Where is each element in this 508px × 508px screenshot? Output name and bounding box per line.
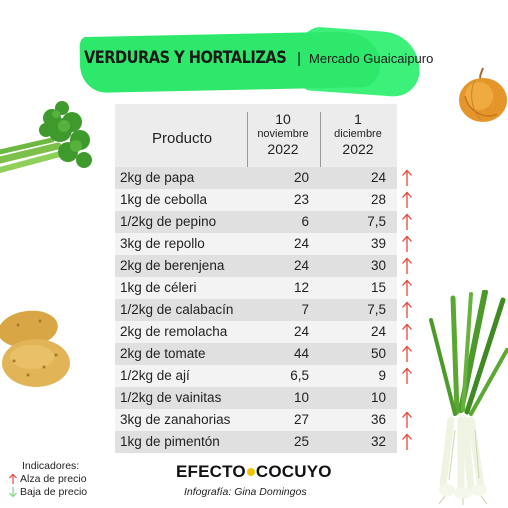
price-date1-cell: 44 bbox=[293, 346, 309, 361]
product-cell: 1kg de céleri bbox=[120, 280, 197, 295]
column-header-product: Producto bbox=[152, 130, 213, 147]
table-row: 1kg de céleri 12 15 bbox=[115, 277, 397, 299]
arrow-up-icon bbox=[402, 301, 412, 318]
product-cell: 1/2kg de calabacín bbox=[120, 302, 234, 317]
arrow-up-icon bbox=[402, 345, 412, 362]
table-row: 3kg de zanahorias 27 36 bbox=[115, 409, 397, 431]
arrow-up-icon bbox=[402, 367, 412, 384]
arrow-up-icon bbox=[402, 235, 412, 252]
brand-logo: EFECTO COCUYO bbox=[176, 462, 332, 482]
price-date1-cell: 24 bbox=[293, 324, 309, 339]
price-date1-cell: 6,5 bbox=[290, 368, 309, 383]
product-cell: 1/2kg de pepino bbox=[120, 214, 217, 229]
price-date2-cell: 7,5 bbox=[367, 302, 386, 317]
price-date2-cell: 32 bbox=[370, 434, 386, 449]
page-title: VERDURAS Y HORTALIZAS bbox=[84, 48, 287, 68]
product-cell: 1/2kg de vainitas bbox=[120, 390, 222, 405]
title-separator: | bbox=[297, 49, 302, 67]
price-date2-cell: 30 bbox=[370, 258, 386, 273]
table-row: 3kg de repollo 24 39 bbox=[115, 233, 397, 255]
table-row: 1/2kg de vainitas 10 10 bbox=[115, 387, 397, 409]
price-date2-cell: 15 bbox=[370, 280, 386, 295]
price-date1-cell: 12 bbox=[293, 280, 309, 295]
legend-item-up: Alza de precio bbox=[8, 472, 87, 485]
arrow-up-icon bbox=[402, 323, 412, 340]
legend-up-label: Alza de precio bbox=[20, 472, 87, 485]
legend-title: Indicadores: bbox=[22, 460, 80, 472]
brand-dot-icon bbox=[246, 467, 255, 476]
price-date2-cell: 36 bbox=[370, 412, 386, 427]
table-row: 2kg de berenjena 24 30 bbox=[115, 255, 397, 277]
product-cell: 2kg de tomate bbox=[120, 346, 206, 361]
price-date1-cell: 24 bbox=[293, 258, 309, 273]
arrow-up-icon bbox=[402, 433, 412, 450]
price-date1-cell: 23 bbox=[293, 192, 309, 207]
product-cell: 2kg de papa bbox=[120, 170, 195, 185]
arrow-down-icon bbox=[9, 486, 17, 497]
green-onion-illustration bbox=[429, 290, 508, 505]
arrow-up-icon bbox=[402, 213, 412, 230]
date2-year: 2022 bbox=[342, 141, 374, 157]
arrow-up-icon bbox=[402, 411, 412, 428]
date1-month: noviembre bbox=[257, 128, 309, 140]
product-cell: 1/2kg de ají bbox=[120, 368, 190, 383]
legend: Indicadores: Alza de precio Baja de prec… bbox=[8, 460, 87, 498]
table-row: 1/2kg de pepino 6 7,5 bbox=[115, 211, 397, 233]
arrow-up-icon bbox=[402, 169, 412, 186]
arrow-up-icon bbox=[9, 473, 17, 484]
price-date1-cell: 25 bbox=[293, 434, 309, 449]
price-date2-cell: 39 bbox=[370, 236, 386, 251]
price-date1-cell: 6 bbox=[301, 214, 309, 229]
arrow-up-icon bbox=[402, 191, 412, 208]
legend-item-down: Baja de precio bbox=[8, 485, 87, 498]
table-row: 1/2kg de calabacín 7 7,5 bbox=[115, 299, 397, 321]
product-cell: 3kg de zanahorias bbox=[120, 412, 231, 427]
product-cell: 1kg de cebolla bbox=[120, 192, 208, 207]
legend-down-label: Baja de precio bbox=[20, 485, 88, 498]
potato-illustration bbox=[0, 310, 70, 387]
table-row: 2kg de tomate 44 50 bbox=[115, 343, 397, 365]
header: VERDURAS Y HORTALIZAS | Mercado Guaicaip… bbox=[84, 48, 433, 68]
column-header-date2: 1 diciembre 2022 bbox=[322, 111, 394, 158]
price-date2-cell: 24 bbox=[370, 170, 386, 185]
page-subtitle: Mercado Guaicaipuro bbox=[309, 50, 434, 66]
table-row: 1kg de cebolla 23 28 bbox=[115, 189, 397, 211]
price-date2-cell: 7,5 bbox=[367, 214, 386, 229]
column-header-date1: 10 noviembre 2022 bbox=[248, 111, 318, 158]
table-row: 2kg de remolacha 24 24 bbox=[115, 321, 397, 343]
table-row: 1/2kg de ají 6,5 9 bbox=[115, 365, 397, 387]
price-date2-cell: 10 bbox=[370, 390, 386, 405]
date1-year: 2022 bbox=[267, 141, 299, 157]
price-date2-cell: 28 bbox=[370, 192, 386, 207]
product-cell: 3kg de repollo bbox=[120, 236, 205, 251]
brand-right: COCUYO bbox=[255, 462, 332, 481]
product-cell: 1kg de pimentón bbox=[120, 434, 220, 449]
price-date1-cell: 7 bbox=[301, 302, 309, 317]
price-date1-cell: 24 bbox=[293, 236, 309, 251]
date2-day: 1 bbox=[354, 111, 362, 127]
price-date2-cell: 24 bbox=[370, 324, 386, 339]
price-date2-cell: 9 bbox=[378, 368, 386, 383]
price-date2-cell: 50 bbox=[370, 346, 386, 361]
product-cell: 2kg de berenjena bbox=[120, 258, 225, 273]
product-cell: 2kg de remolacha bbox=[120, 324, 228, 339]
credit-line: Infografía: Gina Domingos bbox=[184, 486, 307, 498]
table-row: 1kg de pimentón 25 32 bbox=[115, 431, 397, 453]
table-row: 2kg de papa 20 24 bbox=[115, 167, 397, 189]
arrow-up-icon bbox=[402, 279, 412, 296]
brand-left: EFECTO bbox=[176, 462, 246, 481]
price-date1-cell: 10 bbox=[293, 390, 309, 405]
date1-day: 10 bbox=[275, 111, 291, 127]
onion-illustration bbox=[459, 67, 507, 122]
date2-month: diciembre bbox=[334, 128, 382, 140]
celery-illustration bbox=[0, 101, 92, 173]
price-date1-cell: 27 bbox=[293, 412, 309, 427]
arrow-up-icon bbox=[402, 257, 412, 274]
price-date1-cell: 20 bbox=[293, 170, 309, 185]
